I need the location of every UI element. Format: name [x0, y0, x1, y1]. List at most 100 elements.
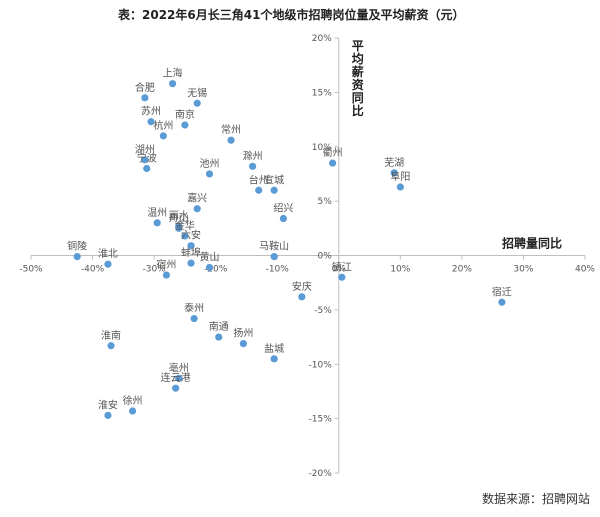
x-tick-label: 30%	[513, 265, 533, 275]
y-tick-label: 5%	[317, 197, 332, 207]
data-point	[239, 339, 247, 348]
point-label: 泰州	[184, 302, 204, 315]
data-point	[162, 271, 171, 279]
point-label: 镇江	[332, 260, 352, 273]
x-tick-label: -20%	[204, 265, 228, 275]
point-label: 扬州	[233, 327, 253, 340]
point-label: 阜阳	[390, 170, 410, 183]
data-point	[147, 118, 155, 126]
data-point	[128, 407, 137, 415]
data-point	[329, 159, 337, 167]
point-label: 常州	[221, 123, 241, 136]
data-point	[187, 259, 195, 267]
data-point	[298, 293, 306, 301]
data-point	[172, 384, 180, 392]
y-axis-label-char: 均	[352, 51, 364, 66]
data-point	[141, 94, 149, 102]
y-tick-label: 10%	[312, 143, 332, 153]
x-tick-label: -30%	[142, 265, 166, 275]
point-label: 马鞍山	[259, 240, 289, 253]
x-axis-label: 招聘量同比	[502, 236, 562, 251]
data-point	[190, 314, 198, 323]
point-label: 淮南	[101, 329, 121, 342]
point-label: 衢州	[323, 147, 343, 159]
y-tick-label: -10%	[309, 360, 333, 370]
data-point	[153, 219, 161, 227]
source-note: 数据来源：招聘网站	[481, 492, 590, 506]
point-label: 淮北	[98, 248, 118, 260]
data-point	[168, 80, 177, 88]
data-point	[270, 355, 278, 363]
x-tick-label: 10%	[390, 265, 410, 275]
point-label: 宁波	[137, 152, 157, 165]
data-point	[175, 374, 183, 382]
point-label: 宿州	[156, 258, 176, 271]
x-tick-label: 0%	[332, 265, 347, 275]
point-label: 盐城	[264, 342, 284, 355]
point-label: 亳州	[169, 361, 189, 374]
point-label: 铜陵	[67, 241, 87, 253]
y-axis-label-char: 比	[352, 103, 364, 118]
data-point	[141, 156, 149, 164]
data-point	[255, 186, 263, 194]
y-axis-label-char: 资	[352, 77, 364, 92]
point-label: 宿迁	[492, 285, 512, 298]
point-label: 绍兴	[273, 202, 293, 215]
point-label: 安庆	[292, 280, 312, 293]
point-label: 无锡	[187, 86, 207, 99]
data-point	[215, 333, 223, 341]
x-tick-label: -40%	[81, 265, 105, 275]
data-point	[205, 263, 214, 272]
y-tick-label: 15%	[312, 88, 332, 98]
data-point	[227, 136, 235, 144]
point-label: 金华	[175, 219, 195, 232]
x-tick-label: 20%	[452, 265, 472, 275]
point-label: 上海	[163, 67, 183, 80]
data-points	[73, 80, 506, 419]
point-label: 南通	[209, 320, 229, 333]
x-tick-label: 40%	[575, 265, 595, 275]
data-point	[193, 99, 201, 107]
data-point	[193, 205, 201, 213]
x-tick-label: -50%	[19, 265, 43, 275]
data-point	[249, 162, 257, 170]
point-label: 宣城	[264, 173, 284, 186]
y-tick-label: -15%	[309, 415, 333, 425]
y-axis-label-char: 薪	[352, 64, 364, 79]
y-axis-label: 平均薪资同比	[352, 39, 364, 118]
y-axis-label-char: 平	[352, 39, 364, 53]
point-label: 滁州	[243, 149, 263, 162]
point-label: 舟山	[169, 211, 189, 224]
point-label: 台州	[249, 173, 269, 186]
point-label: 嘉兴	[187, 192, 207, 205]
point-label: 连云港	[161, 371, 191, 384]
data-point	[181, 121, 189, 129]
y-tick-label: 20%	[312, 34, 332, 44]
point-label: 徐州	[123, 394, 143, 407]
point-label: 合肥	[135, 81, 155, 94]
data-point	[187, 242, 195, 250]
point-label: 苏州	[141, 105, 161, 118]
data-point	[175, 224, 183, 232]
point-label: 黄山	[200, 250, 220, 263]
data-point	[143, 164, 151, 173]
data-point	[205, 170, 214, 178]
data-point	[104, 411, 112, 419]
data-point	[159, 132, 167, 140]
y-axis-label-char: 同	[352, 91, 364, 105]
data-point	[390, 169, 398, 177]
data-point	[181, 232, 189, 240]
point-label: 湖州	[135, 144, 155, 156]
data-point	[104, 260, 112, 268]
axes	[30, 37, 586, 474]
point-label: 丽水	[169, 210, 189, 222]
y-tick-label: 0%	[317, 252, 332, 262]
data-point	[270, 252, 278, 261]
data-point	[279, 214, 287, 223]
point-label: 南京	[175, 108, 195, 121]
point-label: 蚌埠	[181, 246, 201, 259]
data-point	[73, 252, 81, 261]
data-point	[107, 342, 115, 350]
